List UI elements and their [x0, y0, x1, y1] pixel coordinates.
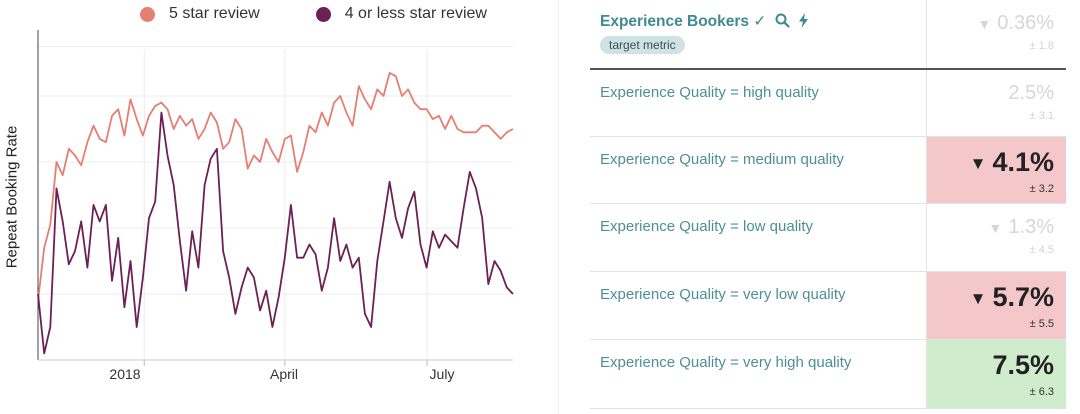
down-triangle-icon: ▼	[969, 288, 987, 308]
row-error: ± 3.1	[1029, 110, 1054, 122]
row-label: Experience Quality = high quality	[600, 84, 819, 101]
header-value-text: 0.36%	[997, 12, 1054, 34]
legend-item-4-or-less-star[interactable]: 4 or less star review	[315, 5, 487, 23]
panel-divider	[558, 0, 559, 414]
row-value-text: 5.7%	[992, 282, 1054, 312]
row-value: ▼ 5.7%	[970, 282, 1054, 313]
row-label-cell: Experience Quality = low quality	[590, 204, 927, 271]
series-line-5-star	[37, 72, 514, 301]
row-value: ▼ 4.1%	[970, 147, 1054, 178]
row-error: ± 3.2	[1029, 183, 1054, 195]
table-header-row: Experience Bookers ✓ target metric ▼ 0.36…	[590, 0, 1066, 70]
row-label: Experience Quality = low quality	[600, 218, 814, 235]
header-label-cell: Experience Bookers ✓ target metric	[590, 0, 927, 68]
row-error: ± 5.5	[1029, 318, 1054, 330]
row-label: Experience Quality = medium quality	[600, 151, 844, 168]
table-row-very-high-quality[interactable]: Experience Quality = very high quality 7…	[590, 340, 1066, 409]
row-value-cell-highlight-red: ▼ 5.7% ± 5.5	[927, 272, 1066, 339]
row-label-cell: Experience Quality = high quality	[590, 70, 927, 136]
row-label-cell: Experience Quality = very high quality	[590, 340, 927, 408]
row-value: 7.5%	[992, 350, 1054, 380]
legend-label-5-star: 5 star review	[169, 5, 260, 22]
row-label-cell: Experience Quality = very low quality	[590, 272, 927, 339]
x-tick-2018: 2018	[109, 366, 141, 382]
row-label: Experience Quality = very high quality	[600, 354, 852, 371]
metrics-table: Experience Bookers ✓ target metric ▼ 0.36…	[590, 0, 1066, 414]
line-chart: 5 star review 4 or less star review Repe…	[2, 2, 514, 382]
row-label-cell: Experience Quality = medium quality	[590, 137, 927, 203]
series-line-4-or-less-star	[37, 111, 514, 355]
legend-dot-5-star	[140, 6, 155, 22]
table-row-medium-quality[interactable]: Experience Quality = medium quality ▼ 4.1…	[590, 137, 1066, 204]
row-error: ± 4.5	[1029, 244, 1054, 256]
x-tick-april: April	[269, 366, 299, 382]
row-value-cell: ▼ 1.3% ± 4.5	[927, 204, 1066, 271]
row-value-text: 4.1%	[992, 147, 1054, 177]
x-tick-july: July	[429, 366, 455, 382]
lightning-icon[interactable]	[798, 13, 809, 30]
row-value-cell-highlight-green: 7.5% ± 6.3	[927, 340, 1066, 408]
row-error: ± 6.3	[1029, 386, 1054, 398]
row-label: Experience Quality = very low quality	[600, 286, 846, 303]
chart-canvas	[37, 30, 514, 366]
row-value: ▼ 1.3%	[989, 216, 1054, 239]
legend-dot-4-or-less-star	[315, 6, 331, 22]
row-value: 2.5%	[1008, 82, 1054, 104]
header-value-cell: ▼ 0.36% ± 1.8	[927, 0, 1066, 68]
chart-legend: 5 star review 4 or less star review	[140, 2, 487, 26]
down-triangle-icon: ▼	[969, 153, 987, 173]
target-metric-tag: target metric	[600, 36, 685, 54]
down-triangle-icon: ▼	[977, 15, 992, 32]
header-metric-title: Experience Bookers ✓	[600, 13, 767, 30]
header-value: ▼ 0.36%	[977, 12, 1054, 35]
row-value-cell-highlight-red: ▼ 4.1% ± 3.2	[927, 137, 1066, 203]
search-icon[interactable]	[775, 13, 794, 30]
header-error: ± 1.8	[1029, 40, 1054, 52]
y-axis-label: Repeat Booking Rate	[3, 125, 21, 269]
legend-label-4-or-less-star: 4 or less star review	[344, 5, 487, 22]
row-value-text: 1.3%	[1008, 216, 1054, 238]
down-triangle-icon: ▼	[988, 219, 1003, 236]
row-value-cell: 2.5% ± 3.1	[927, 70, 1066, 136]
header-metric-name: Experience Bookers ✓	[600, 12, 809, 31]
table-row-very-low-quality[interactable]: Experience Quality = very low quality ▼ 5…	[590, 272, 1066, 340]
legend-item-5-star[interactable]: 5 star review	[140, 5, 260, 23]
table-row-low-quality[interactable]: Experience Quality = low quality ▼ 1.3% ±…	[590, 204, 1066, 272]
table-row-high-quality[interactable]: Experience Quality = high quality 2.5% ±…	[590, 70, 1066, 137]
y-axis-label-wrap: Repeat Booking Rate	[2, 112, 22, 282]
